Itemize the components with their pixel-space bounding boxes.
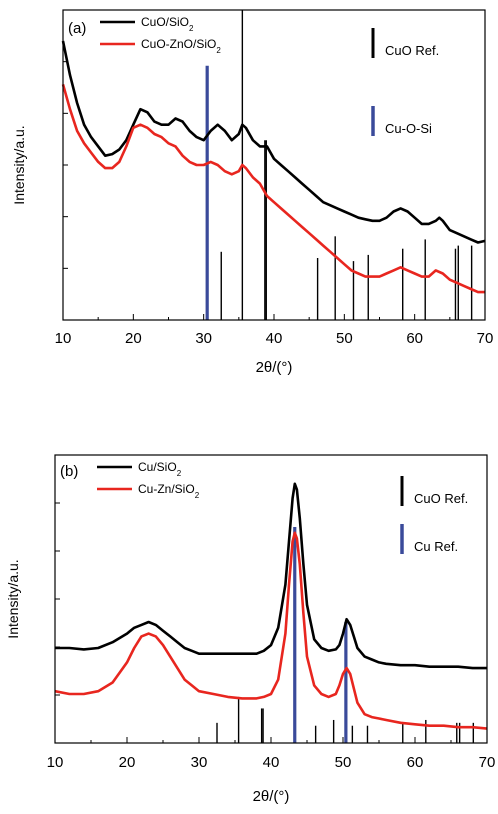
x-tick-label: 60 xyxy=(406,330,423,347)
panel-b: 10 20 30 40 50 60 70 2θ/(°) Intensity/a.u. (b) Cu/… xyxy=(5,454,496,805)
x-tick-label: 50 xyxy=(335,754,352,771)
x-tick-label: 30 xyxy=(191,754,208,771)
y-axis-label: Intensity/a.u. xyxy=(5,559,21,638)
series-line xyxy=(61,40,486,244)
reference-legend-label: Cu Ref. xyxy=(414,539,458,554)
legend-label: CuO-ZnO/SiO2 xyxy=(141,37,221,55)
x-tick-label: 40 xyxy=(263,754,280,771)
legend-label: Cu/SiO2 xyxy=(138,460,182,478)
reference-legend-label: CuO Ref. xyxy=(414,491,468,506)
series-line xyxy=(55,482,487,670)
x-tick-label: 20 xyxy=(119,754,136,771)
x-tick-label: 10 xyxy=(47,754,64,771)
legend-label: Cu-Zn/SiO2 xyxy=(138,482,200,500)
x-axis-label: 2θ/(°) xyxy=(253,788,290,805)
reference-legend-label: Cu-O-Si xyxy=(385,121,432,136)
panel-label: (a) xyxy=(68,20,86,37)
x-tick-label: 10 xyxy=(55,330,72,347)
x-tick-label: 30 xyxy=(195,330,212,347)
x-tick-label: 40 xyxy=(266,330,283,347)
x-axis-label: 2θ/(°) xyxy=(256,359,293,376)
y-axis-label: Intensity/a.u. xyxy=(11,125,27,204)
x-tick-label: 70 xyxy=(477,330,494,347)
reference-legend-label: CuO Ref. xyxy=(385,43,439,58)
series-line xyxy=(54,531,488,730)
x-tick-label: 60 xyxy=(407,754,424,771)
panel-a: 10 20 30 40 50 60 70 2θ/(°) Intensity/a.u. (a) CuO… xyxy=(11,9,494,376)
x-tick-label: 20 xyxy=(125,330,142,347)
series-line xyxy=(61,84,485,294)
x-tick-label: 70 xyxy=(479,754,496,771)
panel-label: (b) xyxy=(60,463,78,480)
x-tick-label: 50 xyxy=(336,330,353,347)
legend-label: CuO/SiO2 xyxy=(141,15,194,33)
